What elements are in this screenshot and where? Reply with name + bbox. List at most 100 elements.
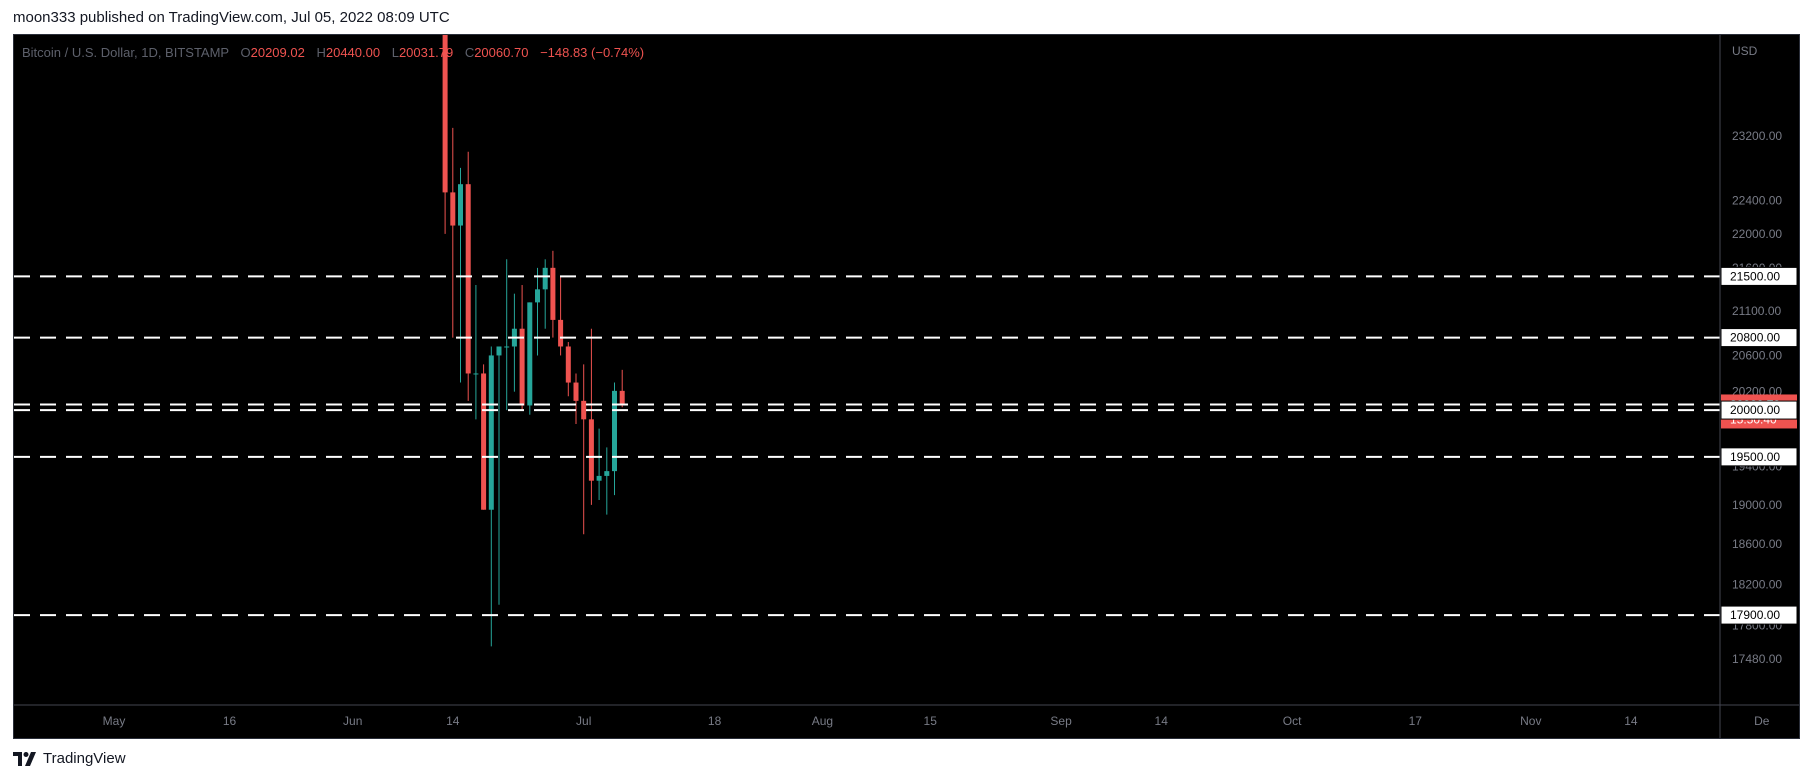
level-price-tag: 20000.00 [1720, 400, 1798, 420]
level-price-value: 19500.00 [1730, 450, 1780, 464]
currency-label: USD [1732, 44, 1758, 58]
candle [588, 328, 594, 505]
candle [473, 285, 479, 420]
candle-body [565, 346, 571, 383]
candle-body [450, 192, 456, 226]
close-key: C [464, 45, 475, 60]
candle [496, 346, 502, 605]
y-tick-label: 21100.00 [1732, 304, 1781, 318]
candle-body [612, 390, 617, 472]
candle [619, 369, 625, 408]
candle [527, 302, 533, 415]
y-tick-label: 22400.00 [1732, 194, 1782, 208]
level-price-value: 20800.00 [1730, 331, 1780, 345]
candle [488, 346, 494, 647]
candle [450, 127, 456, 338]
candle-body [473, 373, 479, 375]
change-value: −148.83 (−0.74%) [540, 45, 645, 60]
candle [442, 35, 448, 234]
candle [504, 259, 510, 411]
candle [511, 293, 517, 392]
level-price-tag: 20800.00 [1720, 328, 1798, 348]
level-price-tag: 17900.00 [1720, 605, 1798, 625]
x-tick-label: 14 [1624, 714, 1638, 728]
chart-frame[interactable]: USD23200.0022400.0022000.0021600.0021100… [13, 34, 1800, 739]
level-price-value: 17900.00 [1730, 608, 1780, 622]
x-tick-label: Aug [812, 714, 833, 728]
y-tick-label: 20600.00 [1732, 348, 1782, 362]
y-tick-label: 18600.00 [1732, 537, 1782, 551]
candle-body [442, 35, 448, 193]
candle-body [496, 346, 502, 356]
candle-body [519, 328, 525, 406]
low-value: 20031.79 [398, 45, 454, 60]
candle-body [535, 289, 540, 303]
candle [581, 364, 587, 535]
level-price-tag-bg [1720, 266, 1798, 286]
x-tick-label: Nov [1520, 714, 1541, 728]
candle [573, 373, 579, 424]
candle-body [573, 382, 579, 401]
x-tick-label: De [1754, 714, 1770, 728]
x-tick-label: May [103, 714, 126, 728]
candle [458, 167, 463, 383]
x-tick-label: 16 [223, 714, 237, 728]
high-value: 20440.00 [325, 45, 381, 60]
level-price-tag-bg [1720, 447, 1798, 467]
candle-body [527, 302, 533, 406]
y-tick-label: 22000.00 [1732, 227, 1782, 241]
level-price-tag: 19500.00 [1720, 447, 1798, 467]
x-tick-label: 14 [1155, 714, 1169, 728]
candle-body [542, 267, 548, 290]
symbol-label: Bitcoin / U.S. Dollar, 1D, BITSTAMP [22, 45, 229, 60]
level-price-value: 21500.00 [1730, 269, 1780, 283]
candle-body [550, 267, 556, 320]
candle-body [504, 346, 510, 348]
high-key: H [316, 45, 326, 60]
candle-body [588, 419, 594, 481]
publish-info: moon333 published on TradingView.com, Ju… [13, 9, 450, 26]
level-price-value: 20000.00 [1730, 403, 1780, 417]
x-tick-label: 17 [1409, 714, 1423, 728]
x-tick-label: 15 [924, 714, 938, 728]
plot-area [14, 35, 1720, 647]
candle-body [465, 184, 471, 374]
candle-body [604, 471, 610, 476]
x-tick-label: Oct [1283, 714, 1302, 728]
candle-body [488, 355, 494, 510]
candle [604, 447, 610, 515]
footer-brand[interactable]: TradingView [13, 750, 126, 767]
low-key: L [391, 45, 399, 60]
price-chart[interactable]: USD23200.0022400.0022000.0021600.0021100… [14, 35, 1799, 738]
candle [612, 382, 617, 496]
candle-body [596, 475, 602, 481]
candle [481, 364, 487, 510]
candle [535, 267, 540, 356]
candle [550, 250, 556, 338]
open-value: 20209.02 [250, 45, 305, 60]
candle [519, 285, 525, 411]
open-key: O [240, 45, 251, 60]
x-tick-label: Jul [576, 714, 591, 728]
level-price-tag-bg [1720, 328, 1798, 348]
candle [596, 428, 602, 501]
candle [565, 342, 571, 397]
candle-body [458, 184, 463, 226]
y-tick-label: 19000.00 [1732, 498, 1782, 512]
candle-body [619, 390, 625, 405]
x-tick-label: Jun [343, 714, 362, 728]
level-price-tag-bg [1720, 605, 1798, 625]
level-price-tag-bg [1720, 400, 1798, 420]
candle-body [558, 319, 564, 347]
candle-body [481, 373, 487, 510]
y-tick-label: 23200.00 [1732, 129, 1782, 143]
tradingview-logo-icon [13, 751, 36, 766]
x-tick-label: 18 [708, 714, 722, 728]
level-price-tag: 21500.00 [1720, 266, 1798, 286]
x-tick-label: Sep [1050, 714, 1072, 728]
x-tick-label: 14 [446, 714, 460, 728]
brand-label: TradingView [43, 750, 126, 767]
y-tick-label: 17480.00 [1732, 652, 1782, 666]
candle [558, 276, 564, 356]
candle [542, 259, 548, 329]
